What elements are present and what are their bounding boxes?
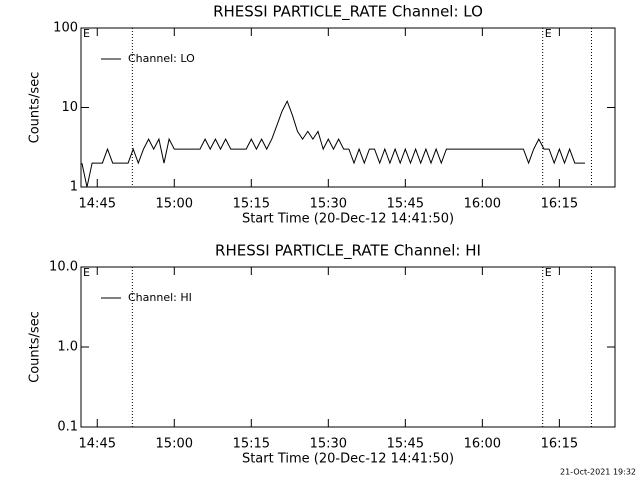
y-axis-label: Counts/sec (28, 72, 43, 144)
x-tick-label: 15:30 (310, 197, 347, 212)
annotation: E (83, 27, 90, 40)
x-tick-label: 14:45 (79, 197, 116, 212)
x-tick-label: 15:00 (156, 437, 193, 452)
x-tick-label: 16:15 (541, 197, 578, 212)
x-tick-label: 16:00 (464, 197, 501, 212)
footer: 21-Oct-2021 19:32 (560, 468, 636, 477)
x-tick-label: 15:15 (233, 437, 270, 452)
data-line (81, 99, 585, 188)
x-tick-label: 16:00 (464, 437, 501, 452)
x-axis-label: Start Time (20-Dec-12 14:41:50) (242, 452, 454, 467)
x-tick-label: 16:15 (541, 437, 578, 452)
y-tick-label: 1.0 (57, 340, 78, 355)
x-tick-label: 15:15 (233, 197, 270, 212)
y-tick-label: 1 (70, 180, 78, 195)
annotation: E (83, 266, 90, 279)
y-axis-label: Counts/sec (28, 311, 43, 383)
chart-title: RHESSI PARTICLE_RATE Channel: HI (215, 242, 481, 261)
legend-label: Channel: HI (128, 291, 192, 304)
x-tick-label: 15:45 (387, 437, 424, 452)
annotation: E (545, 27, 552, 40)
annotation: E (545, 266, 552, 279)
legend-label: Channel: LO (128, 52, 195, 65)
x-tick-label: 15:30 (310, 437, 347, 452)
y-tick-label: 10 (61, 100, 78, 115)
chart-title: RHESSI PARTICLE_RATE Channel: LO (213, 3, 483, 22)
x-tick-label: 15:45 (387, 197, 424, 212)
x-tick-label: 14:45 (79, 437, 116, 452)
y-tick-label: 10.0 (49, 260, 78, 275)
x-tick-label: 15:00 (156, 197, 193, 212)
x-axis-label: Start Time (20-Dec-12 14:41:50) (242, 212, 454, 227)
y-tick-label: 100 (53, 21, 78, 36)
y-tick-label: 0.1 (57, 420, 78, 435)
